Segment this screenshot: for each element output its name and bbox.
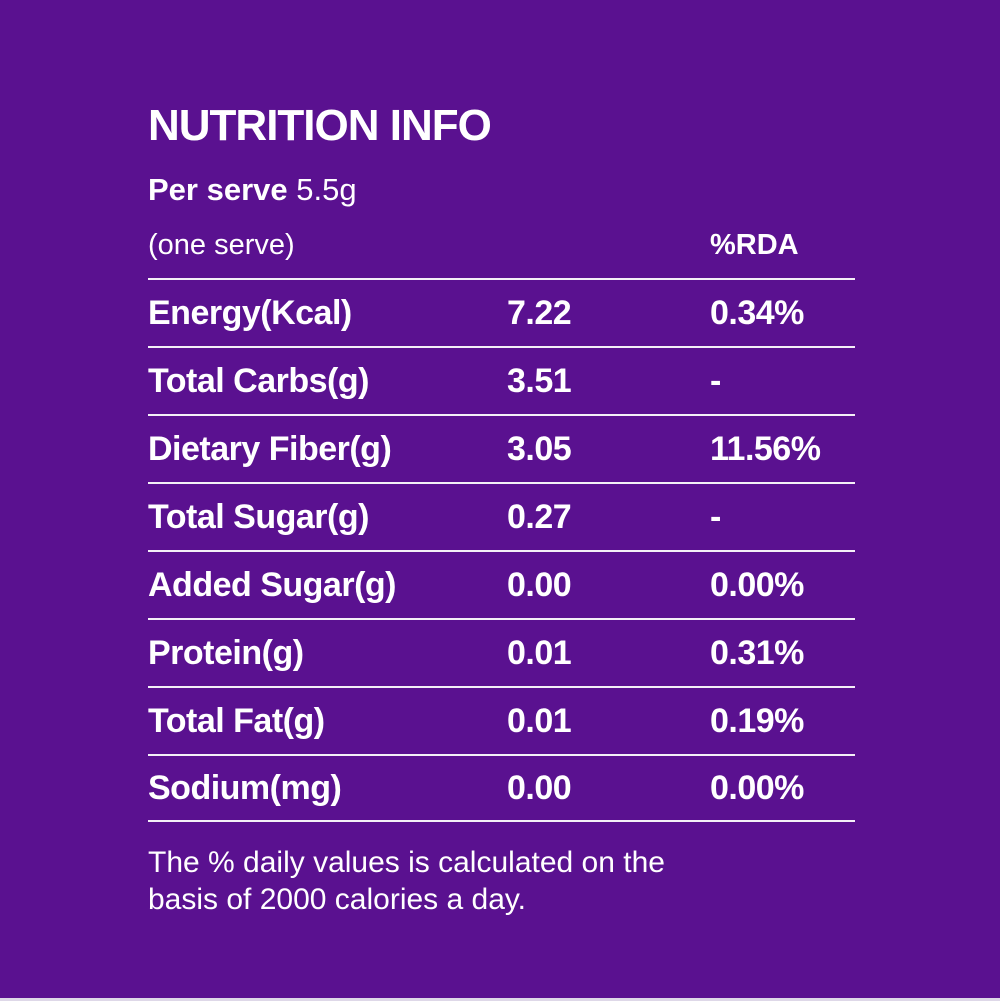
- table-row: Sodium(mg) 0.00 0.00%: [148, 754, 855, 822]
- row-value: 0.00: [507, 565, 572, 604]
- row-value: 3.05: [507, 429, 572, 468]
- rda-column-header: %RDA: [710, 229, 799, 261]
- footnote-line-2: basis of 2000 calories a day.: [148, 883, 527, 916]
- serving-size-label: Per serve: [148, 172, 288, 207]
- table-row: Energy(Kcal) 7.22 0.34%: [148, 278, 855, 346]
- table-row: Total Carbs(g) 3.51 -: [148, 346, 855, 414]
- table-header-row: (one serve) %RDA: [148, 231, 855, 278]
- footnote-line-1: The % daily values is calculated on the: [148, 846, 665, 879]
- row-label: Dietary Fiber(g): [148, 429, 392, 468]
- nutrition-panel: NUTRITION INFO Per serve 5.5g (one serve…: [148, 104, 855, 918]
- bottom-edge-strip: [0, 998, 1000, 1001]
- row-label: Total Fat(g): [148, 701, 325, 740]
- row-label: Sodium(mg): [148, 768, 342, 807]
- row-rda: 0.00%: [710, 768, 804, 807]
- row-value: 7.22: [507, 293, 572, 332]
- row-rda: 0.19%: [710, 701, 804, 740]
- page-title: NUTRITION INFO: [148, 101, 492, 150]
- row-label: Total Carbs(g): [148, 361, 369, 400]
- row-rda: 0.31%: [710, 633, 804, 672]
- table-row: Total Fat(g) 0.01 0.19%: [148, 686, 855, 754]
- row-label: Added Sugar(g): [148, 565, 396, 604]
- row-value: 3.51: [507, 361, 572, 400]
- serving-size-line: Per serve 5.5g: [148, 174, 855, 205]
- row-rda: -: [710, 497, 721, 536]
- row-rda: -: [710, 361, 721, 400]
- row-rda: 11.56%: [710, 429, 821, 468]
- row-value: 0.01: [507, 701, 572, 740]
- nutrition-table-rows: Energy(Kcal) 7.22 0.34% Total Carbs(g) 3…: [148, 278, 855, 822]
- table-row: Total Sugar(g) 0.27 -: [148, 482, 855, 550]
- row-value: 0.00: [507, 768, 572, 807]
- serving-note: (one serve): [148, 229, 295, 261]
- row-label: Energy(Kcal): [148, 293, 352, 332]
- row-value: 0.27: [507, 497, 572, 536]
- table-row: Added Sugar(g) 0.00 0.00%: [148, 550, 855, 618]
- table-row: Dietary Fiber(g) 3.05 11.56%: [148, 414, 855, 482]
- serving-size-value: 5.5g: [296, 172, 357, 207]
- row-label: Total Sugar(g): [148, 497, 369, 536]
- footnote: The % daily values is calculated on the …: [148, 844, 855, 918]
- row-rda: 0.34%: [710, 293, 804, 332]
- row-label: Protein(g): [148, 633, 304, 672]
- row-rda: 0.00%: [710, 565, 804, 604]
- row-value: 0.01: [507, 633, 572, 672]
- table-row: Protein(g) 0.01 0.31%: [148, 618, 855, 686]
